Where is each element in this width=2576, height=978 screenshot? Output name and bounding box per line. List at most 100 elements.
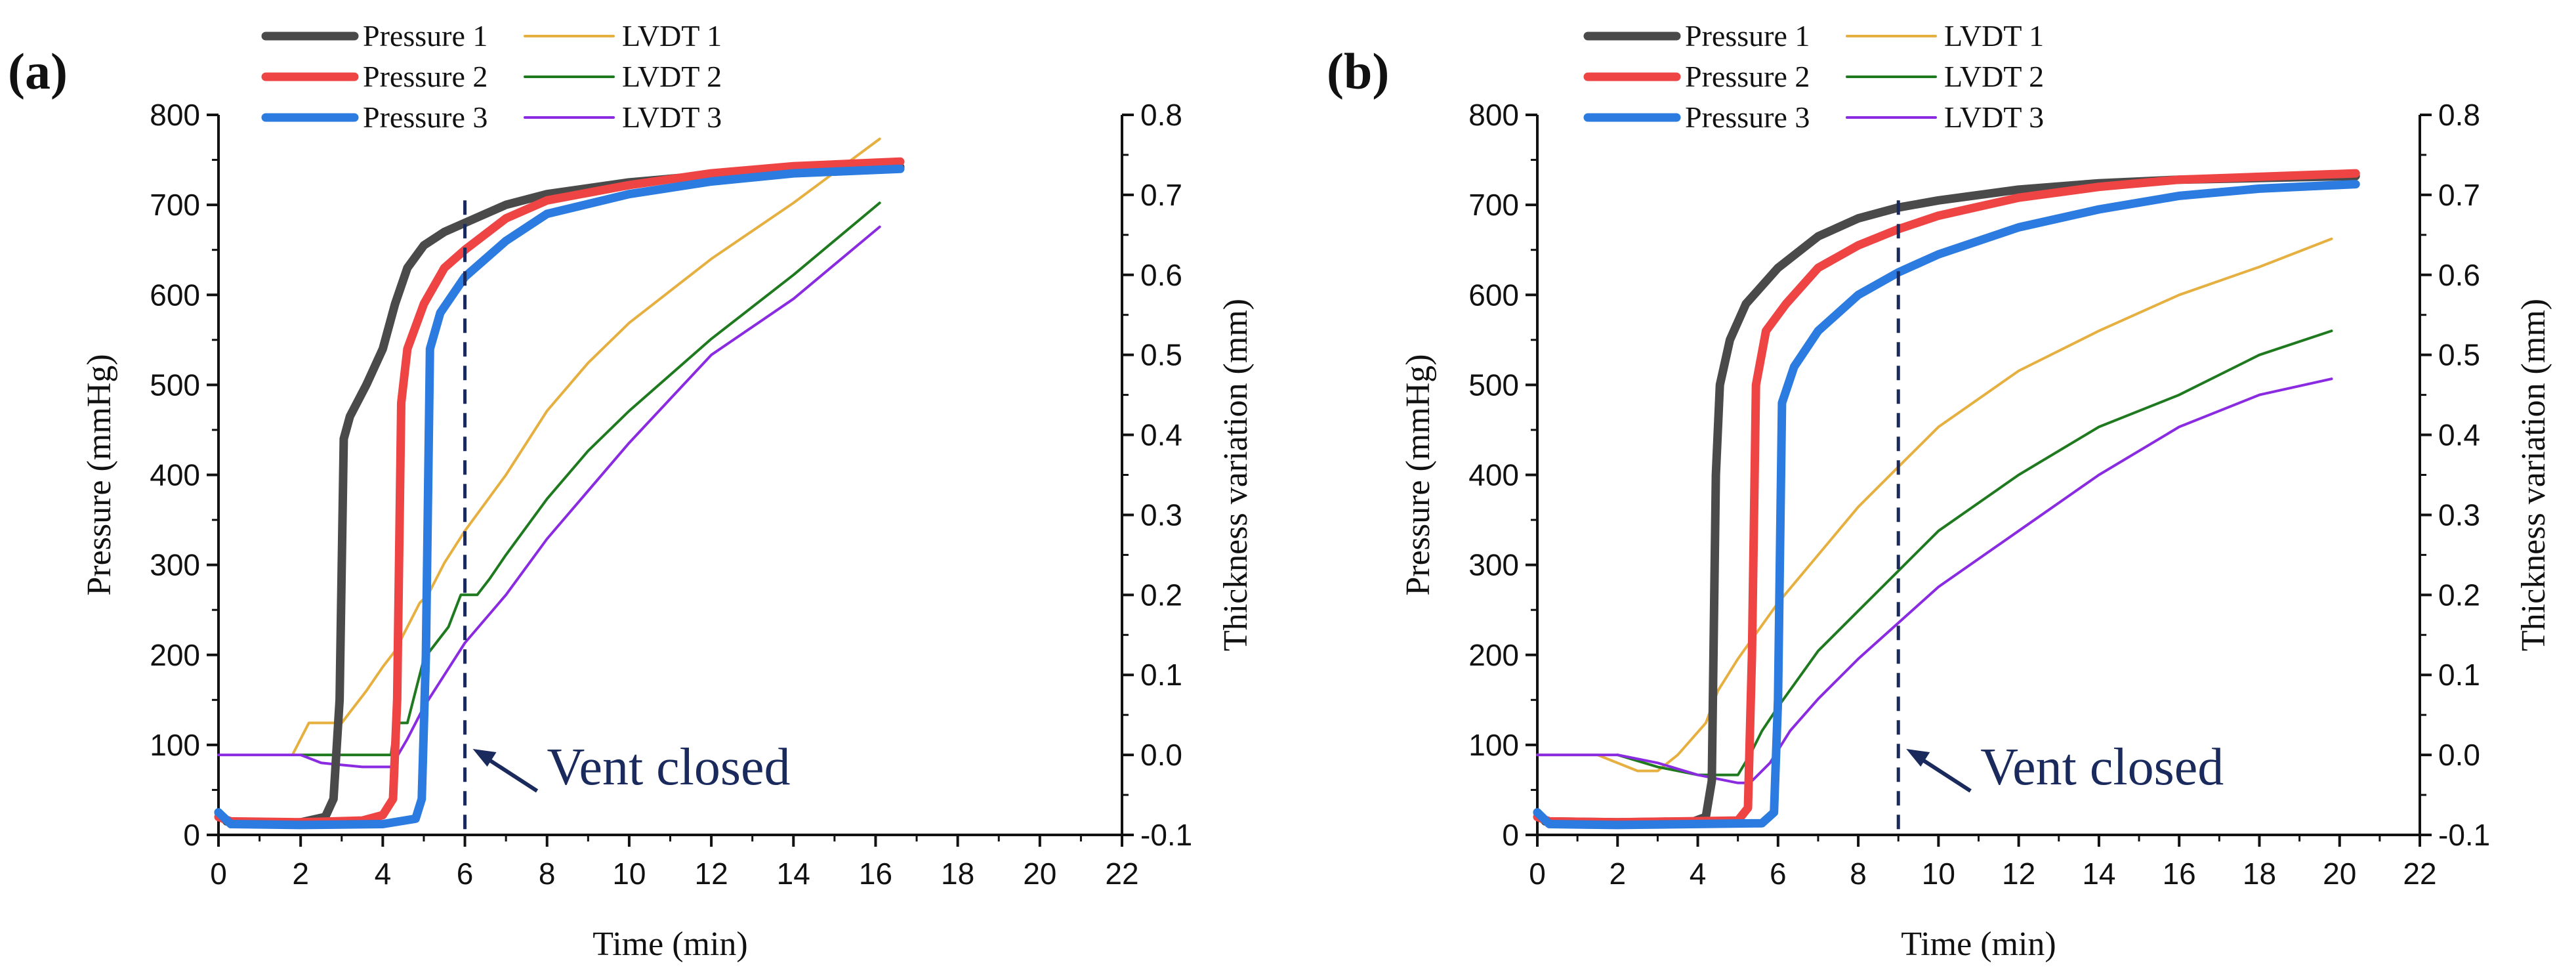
y-tick-label: 600 bbox=[1468, 278, 1519, 312]
panel-b: (b) 0 2 4 6 8 10 12 14 16 18 20 22 0 100 200 300 400 500 60… bbox=[1327, 19, 2552, 963]
y-axis-label: Pressure (mmHg) bbox=[1400, 354, 1437, 595]
x-tick-label: 20 bbox=[2323, 857, 2356, 891]
y2-tick-label: 0.5 bbox=[2438, 338, 2480, 372]
x-tick-label: 20 bbox=[1023, 857, 1056, 891]
x-tick-label: 14 bbox=[777, 857, 810, 891]
x-tick-label: 18 bbox=[941, 857, 974, 891]
y2-tick-label: 0.8 bbox=[1140, 98, 1182, 132]
y2-tick-label: 0.5 bbox=[1140, 338, 1182, 372]
vent-closed-annotation: Vent closed bbox=[547, 738, 791, 796]
vent-closed-annotation: Vent closed bbox=[1980, 738, 2224, 796]
y-axis-label: Pressure (mmHg) bbox=[81, 354, 118, 595]
series-line-lvdt-2 bbox=[299, 202, 881, 757]
y-tick-label: 700 bbox=[150, 188, 200, 222]
y-tick-label: 700 bbox=[1468, 188, 1519, 222]
y2-tick-label: 0.0 bbox=[1140, 738, 1182, 772]
x-tick-label: 16 bbox=[2163, 857, 2196, 891]
x-tick-label: 4 bbox=[375, 857, 392, 891]
y-tick-label: 600 bbox=[150, 278, 200, 312]
y2-tick-label: 0.7 bbox=[2438, 178, 2480, 212]
y-tick-label: 500 bbox=[1468, 368, 1519, 402]
legend-label: Pressure 1 bbox=[1685, 19, 1810, 53]
x-tick-label: 8 bbox=[539, 857, 556, 891]
x-tick-label: 14 bbox=[2082, 857, 2115, 891]
legend-label: LVDT 2 bbox=[622, 60, 722, 93]
y-tick-label: 500 bbox=[150, 368, 200, 402]
x-tick-label: 0 bbox=[210, 857, 227, 891]
legend: Pressure 1 Pressure 2 Pressure 3 LVDT 1 LVDT… bbox=[261, 19, 722, 134]
y2-tick-label: 0.3 bbox=[2438, 498, 2480, 532]
x-tick-label: 6 bbox=[1770, 857, 1787, 891]
y-tick-label: 300 bbox=[150, 548, 200, 582]
panel-label: (b) bbox=[1327, 43, 1389, 100]
arrow-head-icon bbox=[1906, 749, 1930, 767]
y-tick-label: 100 bbox=[150, 728, 200, 762]
series-line-lvdt-2 bbox=[1616, 330, 2333, 776]
x-tick-label: 10 bbox=[1922, 857, 1955, 891]
panel-a: (a) 0 2 4 6 8 10 12 14 16 18 20 22 0 100 200 300 400 500 60… bbox=[8, 19, 1255, 963]
y2-tick-label: 0.8 bbox=[2438, 98, 2480, 132]
legend-label: LVDT 3 bbox=[1944, 100, 2044, 134]
y2-tick-label: -0.1 bbox=[1140, 818, 1192, 852]
legend-label: LVDT 1 bbox=[1944, 19, 2044, 53]
y-tick-label: 200 bbox=[150, 638, 200, 672]
x-axis-label: Time (min) bbox=[1901, 925, 2056, 963]
series-line-pressure-3 bbox=[214, 164, 905, 830]
y2-tick-label: 0.1 bbox=[2438, 658, 2480, 692]
y2-tick-label: 0.6 bbox=[2438, 258, 2480, 292]
x-tick-label: 18 bbox=[2243, 857, 2276, 891]
x-tick-label: 4 bbox=[1690, 857, 1707, 891]
x-tick-label: 10 bbox=[612, 857, 646, 891]
series-line-lvdt-3 bbox=[1536, 377, 2333, 784]
legend-label: Pressure 1 bbox=[363, 19, 488, 53]
y2-tick-label: 0.6 bbox=[1140, 258, 1182, 292]
legend-label: Pressure 3 bbox=[1685, 100, 1810, 134]
x-tick-label: 12 bbox=[2002, 857, 2035, 891]
y-tick-label: 0 bbox=[1502, 818, 1519, 852]
x-tick-label: 2 bbox=[1609, 857, 1626, 891]
arrow-head-icon bbox=[472, 749, 497, 767]
y-tick-label: 100 bbox=[1468, 728, 1519, 762]
legend-label: LVDT 2 bbox=[1944, 60, 2044, 93]
x-tick-label: 8 bbox=[1850, 857, 1867, 891]
series-line-pressure-3 bbox=[1533, 180, 2360, 830]
x-tick-label: 2 bbox=[292, 857, 309, 891]
x-tick-label: 0 bbox=[1529, 857, 1546, 891]
y2-tick-label: 0.7 bbox=[1140, 178, 1182, 212]
y-tick-label: 400 bbox=[1468, 458, 1519, 492]
series-line-pressure-2 bbox=[1533, 169, 2360, 827]
legend-label: LVDT 1 bbox=[622, 19, 722, 53]
legend: Pressure 1 Pressure 2 Pressure 3 LVDT 1 LVDT… bbox=[1583, 19, 2044, 134]
legend-label: LVDT 3 bbox=[622, 100, 722, 134]
y-tick-label: 800 bbox=[150, 98, 200, 132]
y2-axis-label: Thickness variation (mm) bbox=[1217, 299, 1255, 651]
y-tick-label: 800 bbox=[1468, 98, 1519, 132]
legend-label: Pressure 2 bbox=[363, 60, 488, 93]
legend-label: Pressure 2 bbox=[1685, 60, 1810, 93]
x-tick-label: 12 bbox=[695, 857, 728, 891]
series-line-lvdt-1 bbox=[291, 137, 881, 757]
y2-tick-label: 0.3 bbox=[1140, 498, 1182, 532]
y-tick-label: 300 bbox=[1468, 548, 1519, 582]
series-line-pressure-1 bbox=[214, 163, 905, 828]
y2-tick-label: 0.2 bbox=[1140, 578, 1182, 612]
y2-tick-label: 0.4 bbox=[2438, 418, 2480, 452]
x-tick-label: 22 bbox=[2403, 857, 2436, 891]
legend-label: Pressure 3 bbox=[363, 100, 488, 134]
y2-tick-label: 0.0 bbox=[2438, 738, 2480, 772]
series-line-lvdt-1 bbox=[1536, 237, 2333, 773]
series-line-pressure-1 bbox=[1533, 171, 2360, 827]
y2-axis-label: Thickness variation (mm) bbox=[2515, 299, 2552, 651]
y2-tick-label: 0.2 bbox=[2438, 578, 2480, 612]
x-tick-label: 16 bbox=[859, 857, 892, 891]
y2-tick-label: -0.1 bbox=[2438, 818, 2490, 852]
panel-label: (a) bbox=[8, 43, 68, 100]
x-axis-label: Time (min) bbox=[592, 925, 747, 963]
y2-tick-label: 0.4 bbox=[1140, 418, 1182, 452]
y-tick-label: 0 bbox=[183, 818, 200, 852]
x-tick-label: 22 bbox=[1105, 857, 1138, 891]
x-tick-label: 6 bbox=[457, 857, 474, 891]
y2-tick-label: 0.1 bbox=[1140, 658, 1182, 692]
y-tick-label: 400 bbox=[150, 458, 200, 492]
